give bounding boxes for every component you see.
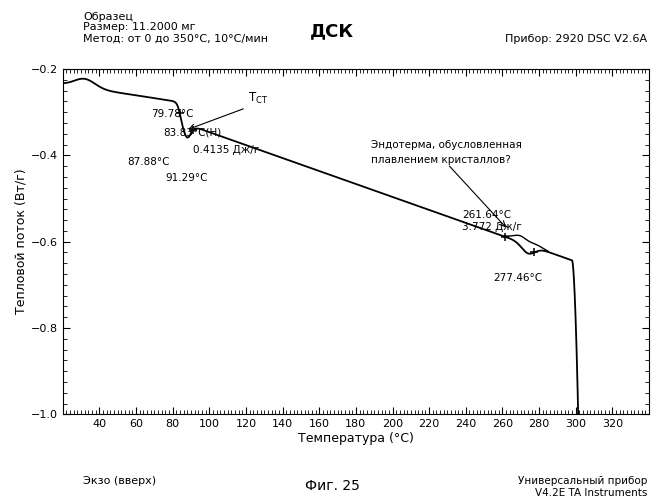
- Text: 91.29°C: 91.29°C: [165, 173, 208, 183]
- Text: Универсальный прибор
V4.2E TA Instruments: Универсальный прибор V4.2E TA Instrument…: [518, 476, 647, 498]
- Text: 79.78°C: 79.78°C: [151, 110, 193, 120]
- Text: Прибор: 2920 DSC V2.6A: Прибор: 2920 DSC V2.6A: [505, 34, 647, 44]
- Text: 83.83°C(H): 83.83°C(H): [163, 128, 222, 138]
- Text: 0.4135 Дж/г: 0.4135 Дж/г: [193, 145, 259, 155]
- Text: Экзо (вверх): Экзо (вверх): [83, 476, 156, 486]
- Text: 87.88°C: 87.88°C: [127, 157, 169, 167]
- X-axis label: Температура (°C): Температура (°C): [298, 432, 414, 445]
- Text: плавлением кристаллов?: плавлением кристаллов?: [371, 154, 511, 164]
- Text: 3.772 Дж/г: 3.772 Дж/г: [462, 222, 522, 232]
- Text: Метод: от 0 до 350°С, 10°С/мин: Метод: от 0 до 350°С, 10°С/мин: [83, 34, 268, 44]
- Text: 277.46°C: 277.46°C: [493, 274, 542, 283]
- Text: T$_{\mathregular{СТ}}$: T$_{\mathregular{СТ}}$: [248, 90, 268, 106]
- Text: Эндотерма, обусловленная: Эндотерма, обусловленная: [371, 140, 521, 149]
- Text: Размер: 11.2000 мг: Размер: 11.2000 мг: [83, 22, 195, 32]
- Text: Образец: Образец: [83, 12, 133, 22]
- Text: 261.64°C: 261.64°C: [462, 210, 511, 220]
- Text: ДСК: ДСК: [310, 22, 354, 40]
- Text: Фиг. 25: Фиг. 25: [305, 478, 359, 492]
- Y-axis label: Тепловой поток (Вт/г): Тепловой поток (Вт/г): [15, 169, 28, 314]
